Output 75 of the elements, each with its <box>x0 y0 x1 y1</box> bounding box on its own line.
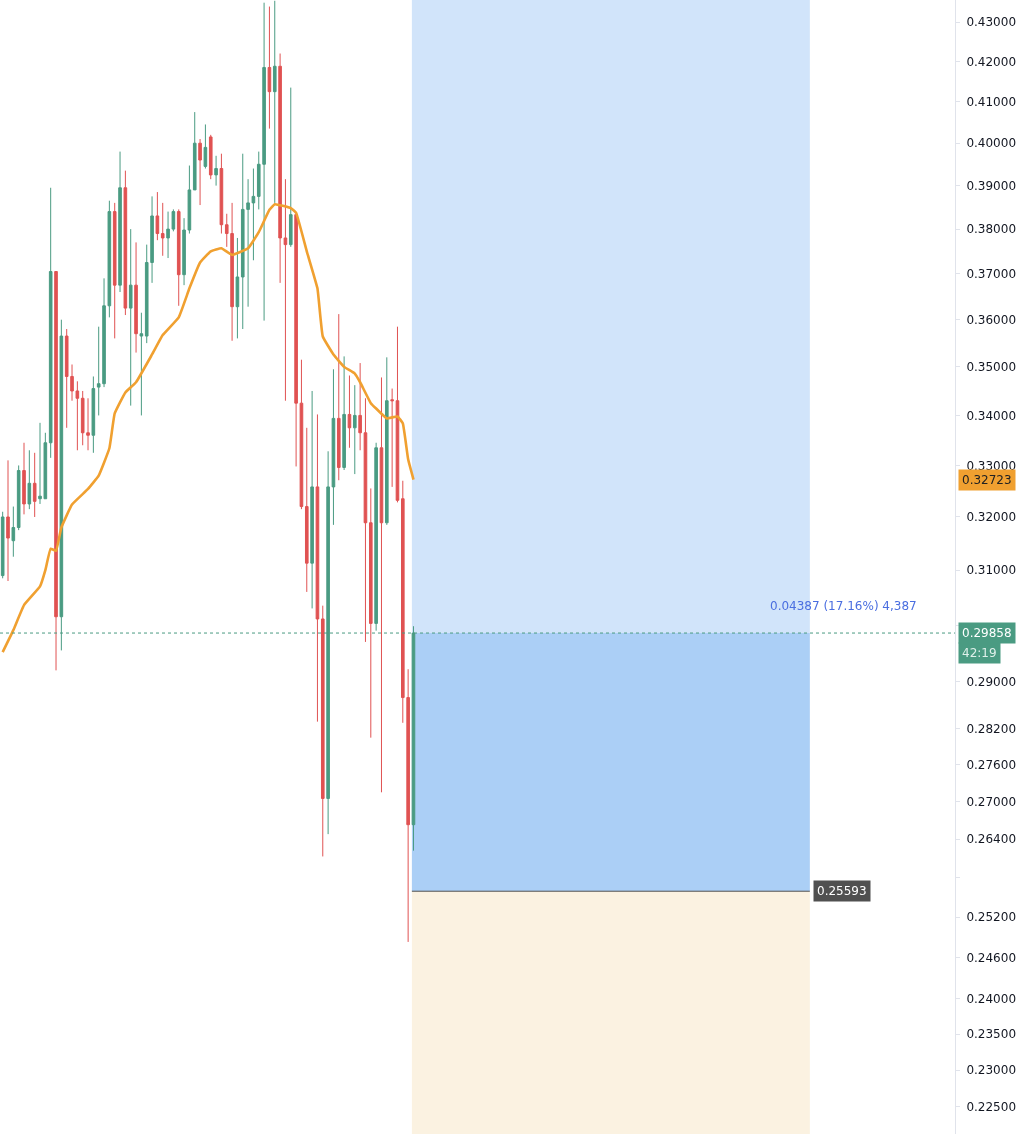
y-tick-label: 0.31000 <box>966 563 1017 578</box>
candlestick <box>27 449 32 510</box>
y-tick-label: 0.32000 <box>966 510 1017 525</box>
annotation: 0.04387 (17.16%) 4,387 <box>770 599 917 613</box>
candlestick <box>16 464 21 531</box>
candlestick <box>0 511 5 579</box>
candlestick <box>384 356 389 526</box>
y-tick-label: 0.33000 <box>966 458 1017 473</box>
y-tick-label: 0.40000 <box>966 136 1017 151</box>
y-tick-label: 0.23500 <box>966 1027 1017 1042</box>
candlestick <box>160 202 165 257</box>
y-tick-label: 0.24600 <box>966 950 1017 965</box>
candlestick <box>192 111 197 191</box>
candlestick <box>320 605 325 857</box>
candlestick <box>91 375 96 454</box>
candlestick <box>32 452 37 518</box>
candlestick <box>123 170 128 316</box>
y-tick-label: 0.25200 <box>966 910 1017 925</box>
y-tick-label: 0.41000 <box>966 95 1017 110</box>
y-tick-label: 0.43000 <box>966 15 1017 30</box>
line-series <box>1 202 415 654</box>
y-tick-label: 0.28200 <box>966 721 1017 736</box>
candlestick <box>128 228 133 407</box>
ref-line-label: 0.25593 <box>817 884 867 898</box>
candlestick <box>363 397 368 643</box>
candlestick <box>267 6 272 130</box>
candlestick <box>379 376 384 793</box>
candlestick <box>336 313 341 481</box>
candlestick <box>208 134 213 180</box>
y-tick-label: 0.24000 <box>966 992 1017 1007</box>
candlestick <box>22 442 26 515</box>
y-tick-label: 0.39000 <box>966 178 1017 193</box>
candlestick <box>368 487 373 739</box>
candlestick <box>139 312 144 416</box>
y-tick-label: 0.27000 <box>966 794 1017 809</box>
candlestick <box>155 191 160 241</box>
y-tick-label: 0.29000 <box>966 675 1017 690</box>
candlestick <box>203 123 208 170</box>
candlestick <box>358 362 362 451</box>
text: 0.32723 <box>962 473 1012 487</box>
candlestick <box>310 390 314 609</box>
y-tick-label: 0.34000 <box>966 408 1017 423</box>
candlestick <box>54 271 58 671</box>
candlestick <box>11 506 16 558</box>
candlestick <box>374 442 378 632</box>
y-tick-label: 0.22500 <box>966 1100 1017 1115</box>
y-tick-label: 0.42000 <box>966 54 1017 69</box>
y-tick-label: 0.38000 <box>966 222 1017 237</box>
candlestick <box>347 375 352 449</box>
candlestick <box>235 237 240 339</box>
y-tick-label: 0.23000 <box>966 1063 1017 1078</box>
candlestick <box>395 326 400 503</box>
candlestick <box>315 413 320 723</box>
y-tick-label: 0.27600 <box>966 757 1017 772</box>
candlestick <box>118 151 122 293</box>
candlestick <box>272 0 277 204</box>
candlestick <box>352 384 357 475</box>
candlestick <box>198 138 202 206</box>
ref-line-label: 0.29858 <box>962 626 1012 640</box>
candlestick <box>304 427 309 593</box>
y-tick-label: 0.26400 <box>966 832 1017 847</box>
text: 42:19 <box>962 646 997 660</box>
candlestick <box>214 155 218 187</box>
y-tick-label: 0.37000 <box>966 266 1017 281</box>
candlestick <box>6 459 10 582</box>
candlestick <box>176 208 181 307</box>
candlestick <box>288 87 293 248</box>
candlestick <box>48 187 53 459</box>
y-tick-label: 0.35000 <box>966 360 1017 375</box>
candlestick <box>219 153 224 235</box>
candlestick <box>134 241 138 354</box>
candlestick <box>390 388 394 488</box>
y-tick-label: 0.36000 <box>966 312 1017 327</box>
candlestick <box>112 202 117 339</box>
candlestick <box>342 355 346 471</box>
